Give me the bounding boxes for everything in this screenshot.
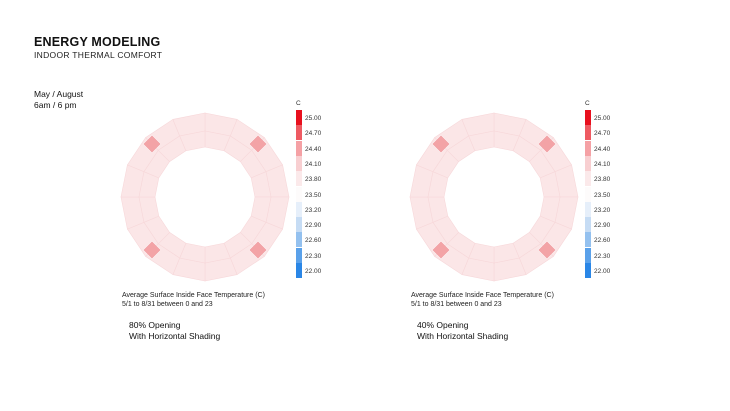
legend-swatch <box>296 140 302 156</box>
thermal-panel-40: C 25.00 24.70 24.40 24.10 23.80 23.50 23.20 22.9… <box>407 100 637 350</box>
caption-line-1: Average Surface Inside Face Temperature … <box>122 292 265 299</box>
legend-label: 22.60 <box>305 237 322 245</box>
caption-line-2: 5/1 to 8/31 between 0 and 23 <box>122 300 213 308</box>
hot-zone-patch <box>249 135 267 153</box>
legend-swatch <box>296 247 302 263</box>
legend-swatch <box>585 263 591 278</box>
legend-swatch <box>585 247 591 263</box>
option-line-1: 80% Opening <box>129 320 181 330</box>
option-label: 40% Opening With Horizontal Shading <box>417 320 508 342</box>
page-subtitle: INDOOR THERMAL COMFORT <box>34 50 163 60</box>
legend-swatch <box>296 171 302 187</box>
legend-label: 22.00 <box>305 268 322 275</box>
legend-label: 25.00 <box>594 115 611 122</box>
hot-zone-patch <box>432 241 450 259</box>
legend-swatch <box>585 217 591 233</box>
hot-zone-patch <box>143 241 161 259</box>
hot-zone-patch <box>432 135 450 153</box>
page-title: ENERGY MODELING <box>34 35 161 49</box>
legend-swatch <box>296 217 302 233</box>
legend-swatch <box>296 232 302 248</box>
legend-swatch <box>585 110 591 125</box>
legend-unit: C <box>585 100 590 107</box>
legend-label: 24.70 <box>594 130 611 138</box>
legend-swatch <box>585 201 591 217</box>
legend-label: 24.40 <box>305 145 322 153</box>
legend-label: 23.20 <box>305 206 322 214</box>
legend-label: 24.10 <box>305 160 322 168</box>
legend-label: 22.90 <box>305 222 322 230</box>
panel-caption: Average Surface Inside Face Temperature … <box>122 292 265 309</box>
caption-line-1: Average Surface Inside Face Temperature … <box>411 292 554 299</box>
legend-label: 23.50 <box>594 191 611 199</box>
inner-ring-segment <box>468 130 495 152</box>
legend-label: 24.10 <box>594 160 611 168</box>
legend-swatch <box>585 125 591 141</box>
legend-swatch <box>296 110 302 125</box>
inner-ring-segment <box>179 130 206 152</box>
legend-label: 23.80 <box>594 176 611 184</box>
legend-swatch <box>585 140 591 156</box>
legend-swatch <box>296 263 302 278</box>
hot-zone-patch <box>143 135 161 153</box>
legend-swatch <box>296 125 302 141</box>
caption-line-2: 5/1 to 8/31 between 0 and 23 <box>411 300 502 308</box>
period-hours: 6am / 6 pm <box>34 100 77 110</box>
legend-label: 22.00 <box>594 268 611 275</box>
legend-swatch <box>585 155 591 171</box>
legend-label: 24.70 <box>305 130 322 138</box>
option-line-2: With Horizontal Shading <box>417 331 509 341</box>
legend-label: 22.60 <box>594 237 611 245</box>
legend-swatch <box>585 171 591 187</box>
legend-label: 23.50 <box>305 191 322 199</box>
legend-label: 25.00 <box>305 115 322 122</box>
legend-label: 22.30 <box>594 252 611 260</box>
legend-label: 22.30 <box>305 252 322 260</box>
analysis-period: May / August 6am / 6 pm <box>34 89 83 111</box>
period-months: May / August <box>34 89 84 99</box>
legend-swatch <box>296 186 302 202</box>
option-line-1: 40% Opening <box>417 320 469 330</box>
hot-zone-patch <box>249 241 267 259</box>
thermal-ring-diagram <box>120 112 290 282</box>
hot-zone-patch <box>538 135 556 153</box>
legend-unit: C <box>296 100 301 107</box>
legend-swatch <box>585 186 591 202</box>
legend-label: 22.90 <box>594 222 611 230</box>
legend-label: 24.40 <box>594 145 611 153</box>
option-line-2: With Horizontal Shading <box>129 331 221 341</box>
legend-swatch <box>296 201 302 217</box>
legend-swatch <box>296 155 302 171</box>
option-label: 80% Opening With Horizontal Shading <box>129 320 220 342</box>
legend-label: 23.20 <box>594 206 611 214</box>
thermal-ring-diagram <box>409 112 579 282</box>
thermal-panel-80: C 25.00 24.70 24.40 24.10 23.80 23.50 23.20 22.9… <box>118 100 348 350</box>
panel-caption: Average Surface Inside Face Temperature … <box>411 292 554 309</box>
legend-label: 23.80 <box>305 176 322 184</box>
legend-swatch <box>585 232 591 248</box>
hot-zone-patch <box>538 241 556 259</box>
